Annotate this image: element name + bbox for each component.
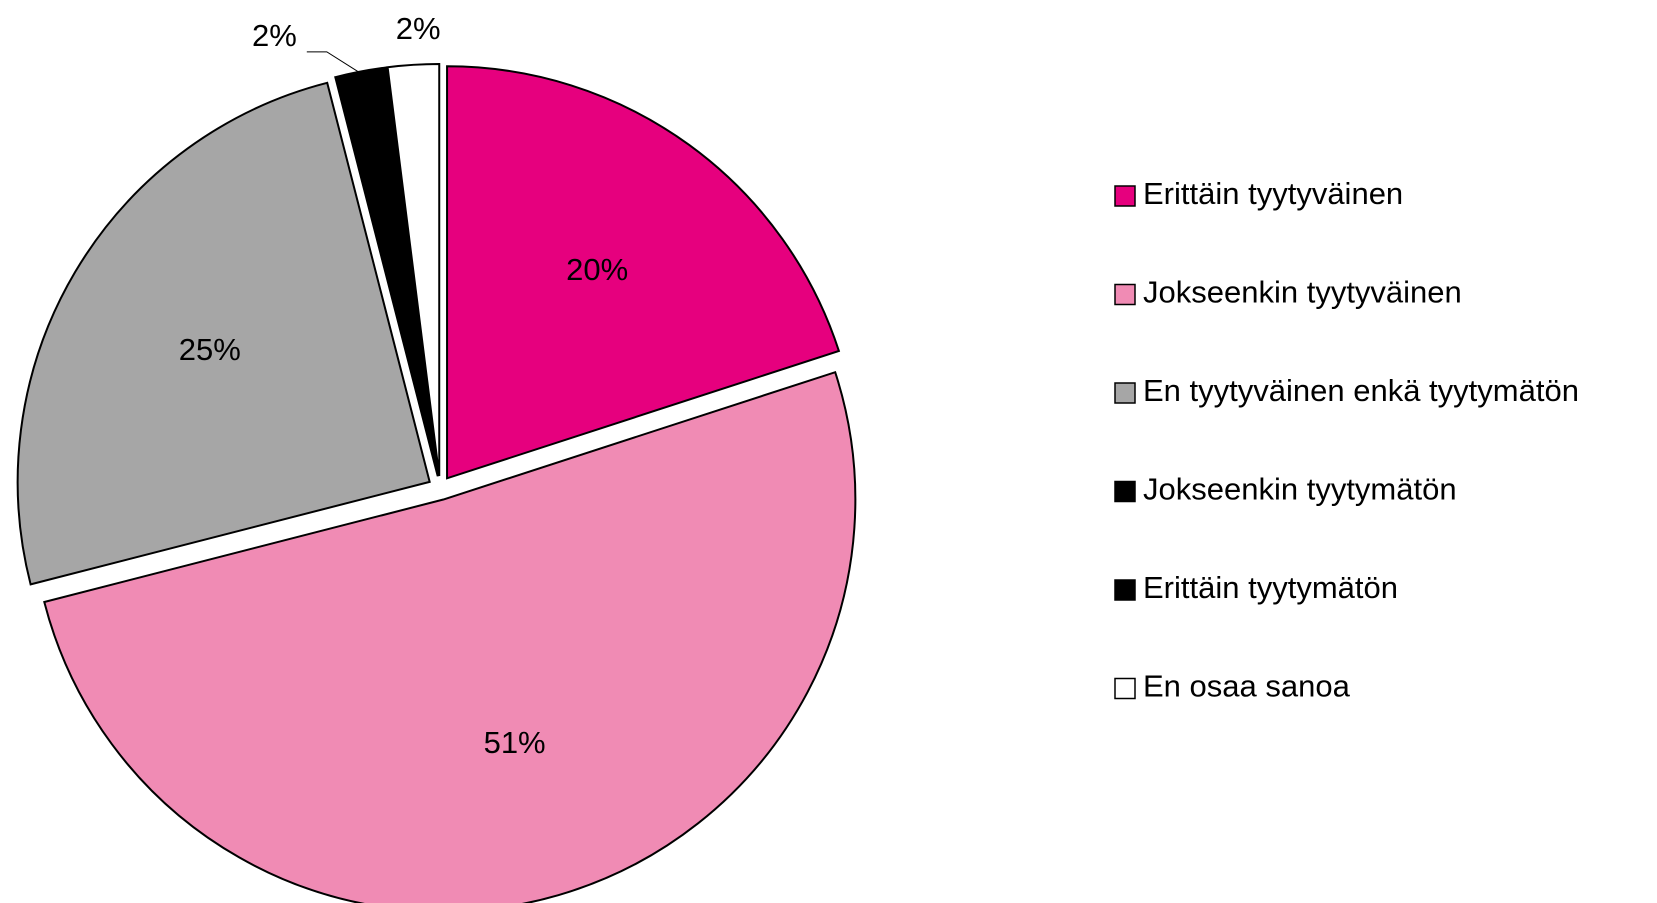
legend-label: Jokseenkin tyytymätön: [1143, 472, 1457, 507]
legend-label: En osaa sanoa: [1143, 669, 1351, 704]
legend-swatch: [1114, 579, 1136, 601]
legend-swatch: [1114, 185, 1136, 207]
data-label: 20%: [566, 252, 628, 287]
pie-slice: [43, 370, 857, 903]
legend-label: En tyytyväinen enkä tyytymätön: [1143, 373, 1579, 408]
legend-label: Erittäin tyytymätön: [1143, 570, 1398, 605]
data-label: 51%: [484, 725, 546, 760]
legend-swatch: [1114, 480, 1136, 503]
legend-swatch: [1114, 677, 1136, 700]
pie-slice: [16, 81, 431, 586]
data-label: 2%: [252, 18, 297, 53]
data-label: 25%: [179, 332, 241, 367]
leader-line: [306, 51, 362, 74]
legend-label: Jokseenkin tyytyväinen: [1143, 275, 1462, 310]
pie-slice: [446, 65, 841, 480]
legend-swatch: [1114, 283, 1136, 306]
pie-slice: [386, 63, 441, 477]
legend-swatch: [1114, 382, 1136, 404]
data-label: 2%: [396, 11, 441, 46]
legend-label: Erittäin tyytyväinen: [1143, 176, 1403, 211]
